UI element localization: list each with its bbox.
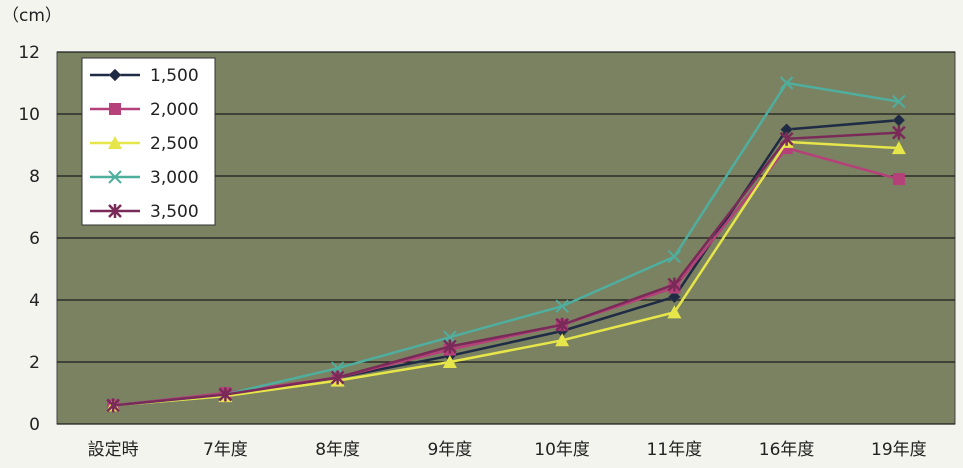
legend-label: 1,500 <box>150 66 199 86</box>
marker <box>892 94 906 109</box>
y-tick-label: 0 <box>29 415 40 435</box>
legend-label: 3,000 <box>150 168 199 188</box>
x-tick-label: 16年度 <box>759 440 815 460</box>
marker <box>108 170 122 184</box>
marker <box>892 173 905 186</box>
legend-label: 2,000 <box>150 100 199 120</box>
series-line <box>113 131 899 407</box>
x-tick-label: 10年度 <box>534 440 590 460</box>
legend-label: 2,500 <box>150 134 199 154</box>
marker <box>555 333 570 347</box>
marker <box>555 317 570 332</box>
marker <box>667 249 682 264</box>
x-tick-label: 11年度 <box>647 440 703 460</box>
marker <box>442 355 457 368</box>
y-tick-label: 8 <box>29 167 40 187</box>
marker <box>891 125 906 140</box>
marker <box>108 204 122 218</box>
marker <box>218 387 233 402</box>
marker <box>891 141 906 155</box>
x-tick-label: 9年度 <box>427 440 472 460</box>
y-tick-label: 2 <box>29 353 40 373</box>
marker <box>108 136 122 149</box>
x-tick-label: 7年度 <box>203 440 248 460</box>
y-tick-label: 10 <box>18 105 40 125</box>
marker <box>109 103 121 115</box>
marker <box>668 290 681 304</box>
y-tick-label: 6 <box>29 229 40 249</box>
y-axis-label: （cm） <box>2 6 62 26</box>
marker <box>106 398 121 413</box>
series-line <box>113 81 900 407</box>
marker <box>667 305 682 319</box>
marker <box>779 131 794 146</box>
x-tick-label: 設定時 <box>88 440 139 460</box>
x-tick-label: 19年度 <box>871 440 927 460</box>
legend-box <box>81 57 216 226</box>
legend-label: 3,500 <box>150 202 199 222</box>
marker <box>108 68 122 82</box>
marker <box>330 370 345 385</box>
marker <box>442 339 457 354</box>
x-tick-label: 8年度 <box>315 440 360 460</box>
series-line <box>113 140 899 407</box>
marker <box>779 76 794 90</box>
y-tick-label: 12 <box>18 43 40 63</box>
marker <box>555 299 569 313</box>
y-tick-label: 4 <box>29 291 40 311</box>
marker <box>667 277 682 292</box>
